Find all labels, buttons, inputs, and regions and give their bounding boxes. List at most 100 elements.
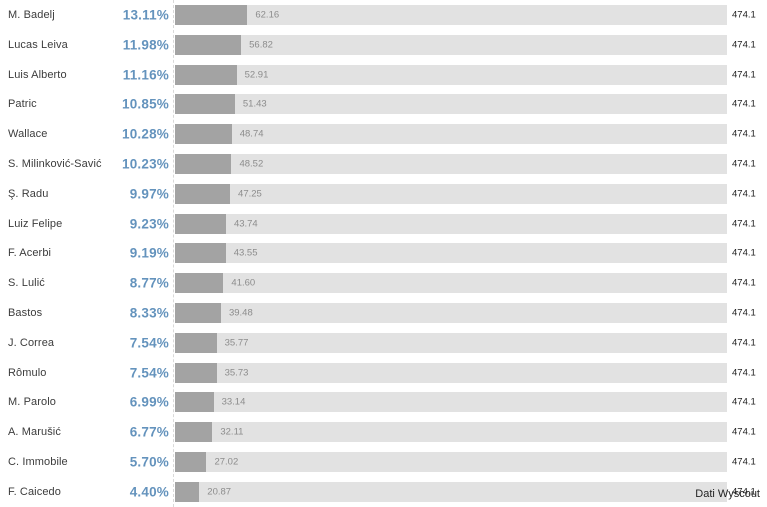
possession-percent: 9.19% [129, 245, 169, 261]
possession-percent: 7.54% [129, 365, 169, 381]
chart-row: Bastos 8.33% 39.48 474.1 [0, 298, 767, 328]
total-value: 474.1 [732, 218, 756, 230]
bar-track: 20.87 [175, 481, 727, 502]
possession-percent: 6.77% [129, 424, 169, 440]
total-value: 474.1 [732, 277, 756, 289]
total-value: 474.1 [732, 158, 756, 170]
bar-track: 35.77 [175, 332, 727, 353]
player-name: Wallace [8, 128, 48, 141]
bar-fill [175, 481, 200, 502]
possession-percent: 11.16% [122, 67, 169, 83]
player-name: A. Marušić [8, 426, 61, 439]
total-value: 474.1 [732, 9, 756, 21]
bar-track: 43.55 [175, 243, 727, 264]
chart-row: S. Milinković-Savić 10.23% 48.52 474.1 [0, 149, 767, 179]
player-name: F. Acerbi [8, 247, 52, 260]
total-value: 474.1 [732, 456, 756, 468]
chart-row: Patric 10.85% 51.43 474.1 [0, 89, 767, 119]
chart-row: M. Badelj 13.11% 62.16 474.1 [0, 0, 767, 30]
bar-fill [175, 213, 226, 234]
total-value: 474.1 [732, 98, 756, 110]
total-value: 474.1 [732, 247, 756, 259]
total-value: 474.1 [732, 188, 756, 200]
bar-track: 27.02 [175, 452, 727, 473]
bar-fill [175, 64, 237, 85]
possession-percent: 10.23% [122, 156, 169, 172]
bar-value-label: 41.60 [231, 277, 256, 289]
chart-row: F. Caicedo 4.40% 20.87 474.1 [0, 477, 767, 507]
chart-row: M. Parolo 6.99% 33.14 474.1 [0, 388, 767, 418]
chart-row: J. Correa 7.54% 35.77 474.1 [0, 328, 767, 358]
player-name: Ş. Radu [8, 187, 49, 200]
bar-fill [175, 4, 248, 25]
bar-value-label: 33.14 [221, 396, 246, 408]
wyscout-credit: Dati Wyscout [695, 488, 760, 500]
axis-gridline [173, 0, 174, 507]
chart-row: C. Immobile 5.70% 27.02 474.1 [0, 447, 767, 477]
bar-fill [175, 392, 214, 413]
possession-percent: 7.54% [129, 335, 169, 351]
player-name: S. Lulić [8, 277, 45, 290]
possession-percent: 4.40% [129, 484, 169, 500]
player-name: Luis Alberto [8, 68, 67, 81]
total-value: 474.1 [732, 39, 756, 51]
total-value: 474.1 [732, 307, 756, 319]
bar-fill [175, 422, 213, 443]
chart-row: Ş. Radu 9.97% 47.25 474.1 [0, 179, 767, 209]
bar-track: 51.43 [175, 94, 727, 115]
bar-track: 48.52 [175, 153, 727, 174]
bar-track: 62.16 [175, 4, 727, 25]
bar-fill [175, 303, 221, 324]
chart-row: Luis Alberto 11.16% 52.91 474.1 [0, 60, 767, 90]
chart-row: Wallace 10.28% 48.74 474.1 [0, 119, 767, 149]
chart-row: Luiz Felipe 9.23% 43.74 474.1 [0, 209, 767, 239]
total-value: 474.1 [732, 337, 756, 349]
bar-value-label: 43.74 [233, 218, 258, 230]
bar-value-label: 35.77 [224, 337, 249, 349]
total-value: 474.1 [732, 396, 756, 408]
chart-row: Rômulo 7.54% 35.73 474.1 [0, 358, 767, 388]
bar-value-label: 20.87 [207, 486, 232, 498]
player-name: J. Correa [8, 336, 55, 349]
chart-row: Lucas Leiva 11.98% 56.82 474.1 [0, 30, 767, 60]
bar-fill [175, 153, 232, 174]
bar-track: 32.11 [175, 422, 727, 443]
possession-percent: 8.77% [129, 275, 169, 291]
bar-value-label: 47.25 [238, 188, 262, 200]
bar-value-label: 32.11 [220, 426, 244, 438]
player-name: C. Immobile [8, 456, 68, 469]
bar-value-label: 48.52 [239, 158, 264, 170]
bar-fill [175, 362, 217, 383]
player-name: M. Parolo [8, 396, 56, 409]
bar-track: 52.91 [175, 64, 727, 85]
possession-percent: 9.97% [129, 186, 169, 202]
total-value: 474.1 [732, 486, 756, 498]
possession-percent: 13.11% [122, 7, 169, 23]
chart-row: F. Acerbi 9.19% 43.55 474.1 [0, 239, 767, 269]
bar-fill [175, 452, 207, 473]
total-value: 474.1 [732, 426, 756, 438]
bar-fill [175, 243, 226, 264]
player-name: F. Caicedo [8, 485, 61, 498]
bar-value-label: 52.91 [244, 69, 269, 81]
bar-track: 33.14 [175, 392, 727, 413]
bar-track: 43.74 [175, 213, 727, 234]
total-value: 474.1 [732, 367, 756, 379]
possession-percent: 9.23% [129, 216, 169, 232]
player-name: M. Badelj [8, 8, 55, 21]
chart-row: A. Marušić 6.77% 32.11 474.1 [0, 417, 767, 447]
bar-value-label: 56.82 [249, 39, 273, 51]
bar-value-label: 51.43 [242, 98, 267, 110]
bar-track: 56.82 [175, 34, 727, 55]
player-name: S. Milinković-Savić [8, 157, 102, 170]
possession-percent: 8.33% [129, 305, 169, 321]
bar-value-label: 62.16 [255, 9, 280, 21]
bar-track: 35.73 [175, 362, 727, 383]
bar-track: 41.60 [175, 273, 727, 294]
bar-fill [175, 34, 242, 55]
bar-fill [175, 332, 217, 353]
bar-fill [175, 273, 224, 294]
total-value: 474.1 [732, 69, 756, 81]
